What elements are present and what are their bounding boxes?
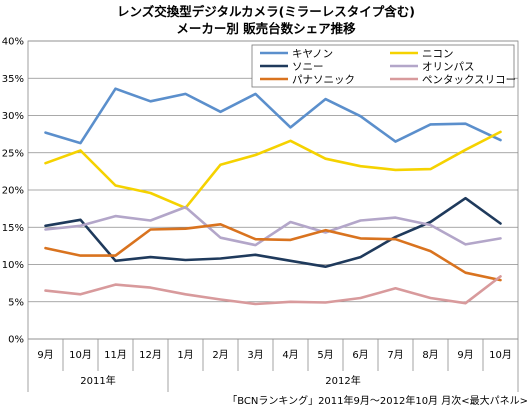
series-line	[44, 205, 502, 247]
y-tick-label: 0%	[8, 335, 24, 346]
x-tick-label: 1月	[177, 349, 193, 361]
y-tick-label: 30%	[2, 111, 24, 122]
x-tick-label: 12月	[139, 349, 162, 361]
year-label: 2012年	[325, 374, 360, 387]
source-note: 「BCNランキング」2011年9月～2012年10月 月次<最大パネル>	[227, 394, 528, 407]
x-tick-label: 10月	[69, 349, 92, 361]
y-axis: 0% 5% 10% 15% 20% 25% 30% 35% 40%	[2, 37, 24, 346]
legend-box	[251, 44, 515, 88]
series-lines	[44, 87, 502, 306]
x-tick-label: 2月	[212, 349, 228, 361]
legend-label: ニコン	[422, 48, 454, 60]
legend-label: キヤノン	[292, 48, 333, 60]
chart-title: レンズ交換型デジタルカメラ(ミラーレスタイプ含む)	[117, 4, 415, 19]
y-tick-label: 25%	[2, 148, 24, 159]
x-tick-label: 3月	[247, 349, 263, 361]
x-tick-label: 7月	[387, 349, 403, 361]
x-axis: 9月 10月 11月 12月 1月 2月 3月 4月 5月 6月 7月 8月 9月 10月 2011年 201…	[27, 339, 519, 392]
y-tick-label: 40%	[2, 37, 24, 48]
y-tick-label: 10%	[2, 260, 24, 271]
x-tick-label: 9月	[37, 349, 53, 361]
legend-label: ペンタックスリコー	[422, 74, 516, 86]
y-tick-label: 15%	[2, 223, 24, 234]
x-tick-label: 11月	[104, 349, 127, 361]
legend-label: パナソニック	[292, 74, 355, 86]
x-tick-label: 4月	[282, 349, 298, 361]
series-line	[44, 223, 502, 282]
legend-label: オリンパス	[422, 61, 475, 73]
x-tick-label: 10月	[489, 349, 512, 361]
x-tick-label: 6月	[352, 349, 368, 361]
series-line	[44, 130, 502, 210]
y-tick-label: 35%	[2, 74, 24, 85]
series-line	[44, 87, 502, 145]
y-tick-label: 20%	[2, 186, 24, 197]
y-tick-label: 5%	[8, 297, 24, 308]
x-tick-label: 8月	[422, 349, 438, 361]
series-line	[44, 275, 502, 306]
x-tick-label: 9月	[457, 349, 473, 361]
year-label: 2011年	[80, 374, 115, 387]
chart-subtitle: メーカー別 販売台数シェア推移	[176, 21, 356, 36]
x-tick-label: 5月	[317, 349, 333, 361]
legend-label: ソニー	[292, 61, 324, 73]
